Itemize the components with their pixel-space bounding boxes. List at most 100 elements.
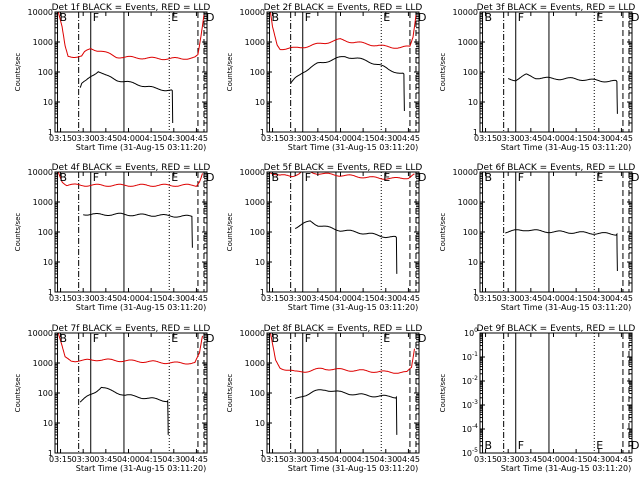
x-tick-label: 04:15 — [140, 294, 163, 303]
plot-area — [269, 12, 417, 132]
x-tick-label: 04:00 — [329, 294, 352, 303]
y-axis-label: Counts/sec — [14, 53, 22, 92]
plot-frame — [479, 11, 633, 133]
series-events — [295, 389, 398, 435]
plot-area — [57, 333, 205, 453]
x-axis-label: Start Time (31-Aug-15 03:11:20) — [501, 143, 632, 152]
marker-label-B: B — [485, 11, 493, 24]
marker-label-B: B — [60, 332, 68, 345]
marker-label-F: F — [93, 171, 99, 184]
x-tick-label: 03:30 — [497, 294, 520, 303]
series-lld — [57, 172, 203, 187]
y-tick-label: 1000 — [33, 38, 53, 47]
x-tick-label: 03:15 — [49, 294, 72, 303]
x-tick-label: 04:00 — [542, 455, 565, 464]
y-tick-label: 10-4 — [462, 423, 478, 434]
plot-area — [482, 333, 630, 453]
x-axis-label: Start Time (31-Aug-15 03:11:20) — [76, 143, 207, 152]
x-tick-label: 04:45 — [185, 134, 208, 143]
marker-label-B: B — [485, 439, 493, 452]
x-tick-label: 04:15 — [352, 455, 375, 464]
x-tick-label: 04:45 — [397, 134, 420, 143]
series-events — [294, 220, 398, 274]
plot-area — [57, 172, 205, 292]
y-tick-label: 10 — [43, 98, 53, 107]
x-tick-label: 04:00 — [329, 455, 352, 464]
series-lld — [57, 333, 203, 365]
panel-title: Det 4f BLACK = Events, RED = LLD — [52, 163, 211, 173]
x-tick-label: 03:45 — [306, 294, 329, 303]
series-events — [508, 73, 618, 114]
x-axis-label: Start Time (31-Aug-15 03:11:20) — [76, 303, 207, 312]
marker-label-B: B — [272, 11, 280, 24]
y-axis-label: Counts/sec — [14, 213, 22, 252]
x-tick-label: 03:15 — [474, 455, 497, 464]
y-tick-label: 10 — [255, 258, 265, 267]
marker-label-D: D — [418, 11, 426, 24]
y-tick-label: 10000 — [240, 329, 265, 338]
x-tick-label: 04:00 — [117, 455, 140, 464]
y-tick-label: 10 — [43, 419, 53, 428]
marker-label-D: D — [206, 171, 214, 184]
y-tick-label: 100 — [250, 228, 265, 237]
y-tick-label: 10000 — [28, 8, 53, 17]
y-tick-label: 1 — [260, 449, 265, 458]
y-tick-label: 1000 — [458, 198, 478, 207]
y-tick-label: 10000 — [453, 168, 478, 177]
marker-label-B: B — [272, 332, 280, 345]
panel-title: Det 3f BLACK = Events, RED = LLD — [477, 3, 636, 13]
x-tick-label: 03:15 — [474, 134, 497, 143]
y-tick-label: 10 — [468, 258, 478, 267]
x-tick-label: 03:15 — [49, 134, 72, 143]
marker-label-E: E — [171, 171, 178, 184]
x-tick-label: 04:30 — [587, 294, 610, 303]
series-lld — [269, 12, 417, 51]
marker-label-B: B — [60, 171, 68, 184]
x-tick-label: 04:30 — [162, 455, 185, 464]
series-events — [79, 71, 174, 124]
y-tick-label: 10 — [43, 258, 53, 267]
marker-label-B: B — [60, 11, 68, 24]
x-tick-label: 03:30 — [72, 455, 95, 464]
plot-frame — [54, 171, 208, 293]
plot-frame — [266, 11, 420, 133]
y-tick-label: 10-1 — [462, 351, 478, 362]
y-axis-label: Counts/sec — [226, 374, 234, 413]
y-tick-label: 1 — [473, 128, 478, 137]
y-tick-label: 10-5 — [462, 447, 478, 458]
x-tick-label: 04:00 — [329, 134, 352, 143]
plot-area — [269, 172, 417, 292]
x-tick-label: 04:15 — [565, 455, 588, 464]
x-tick-label: 03:15 — [474, 294, 497, 303]
x-axis-label: Start Time (31-Aug-15 03:11:20) — [288, 303, 419, 312]
x-tick-label: 04:30 — [374, 455, 397, 464]
series-lld — [269, 333, 415, 374]
x-axis-label: Start Time (31-Aug-15 03:11:20) — [288, 143, 419, 152]
x-tick-label: 03:45 — [519, 294, 542, 303]
y-tick-label: 1000 — [245, 198, 265, 207]
marker-label-D: D — [206, 11, 214, 24]
panel-title: Det 9f BLACK = Events, RED = LLD — [477, 324, 636, 334]
x-tick-label: 03:30 — [497, 134, 520, 143]
x-tick-label: 03:45 — [94, 455, 117, 464]
marker-label-F: F — [93, 11, 99, 24]
marker-label-F: F — [518, 171, 524, 184]
marker-label-E: E — [383, 171, 390, 184]
marker-label-B: B — [485, 171, 493, 184]
x-tick-label: 04:45 — [610, 455, 633, 464]
marker-label-F: F — [305, 171, 311, 184]
x-tick-label: 03:30 — [497, 455, 520, 464]
plot-frame — [479, 332, 633, 454]
y-tick-label: 1 — [48, 288, 53, 297]
x-tick-label: 03:45 — [94, 294, 117, 303]
marker-label-F: F — [305, 11, 311, 24]
x-tick-label: 03:30 — [284, 134, 307, 143]
y-axis-label: Counts/sec — [439, 53, 447, 92]
marker-label-D: D — [418, 171, 426, 184]
